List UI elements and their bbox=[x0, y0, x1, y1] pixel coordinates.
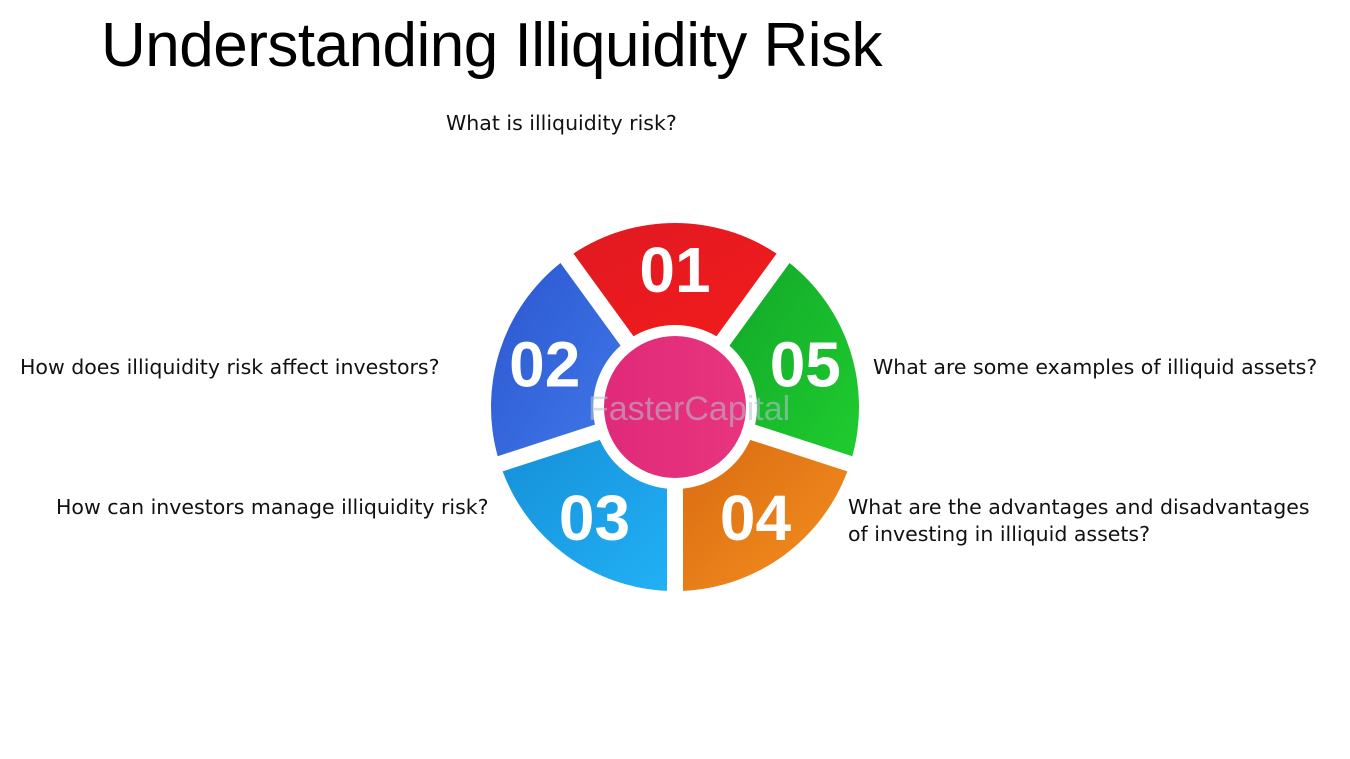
center-circle bbox=[604, 336, 746, 478]
question-02-label: How does illiquidity risk affect investo… bbox=[20, 355, 440, 379]
question-03-label: How can investors manage illiquidity ris… bbox=[56, 495, 489, 519]
segment-number-03: 03 bbox=[559, 482, 630, 554]
question-04-line-1: What are the advantages and disadvantage… bbox=[848, 495, 1310, 519]
watermark-text: FasterCapital bbox=[588, 390, 790, 428]
question-04-line-2: of investing in illiquid assets? bbox=[848, 522, 1150, 546]
question-05-label: What are some examples of illiquid asset… bbox=[873, 355, 1318, 379]
segment-01 bbox=[573, 222, 777, 337]
segment-05 bbox=[729, 262, 859, 457]
segment-03 bbox=[502, 439, 668, 591]
segment-02 bbox=[491, 262, 621, 457]
segment-number-02: 02 bbox=[509, 329, 580, 401]
segment-number-04: 04 bbox=[720, 482, 792, 554]
question-04-label: What are the advantages and disadvantage… bbox=[848, 494, 1310, 548]
segment-04 bbox=[682, 439, 848, 591]
segment-number-01: 01 bbox=[639, 234, 710, 306]
segment-number-05: 05 bbox=[770, 329, 841, 401]
page-title: Understanding Illiquidity Risk bbox=[101, 11, 883, 80]
question-01-label: What is illiquidity risk? bbox=[446, 111, 677, 135]
